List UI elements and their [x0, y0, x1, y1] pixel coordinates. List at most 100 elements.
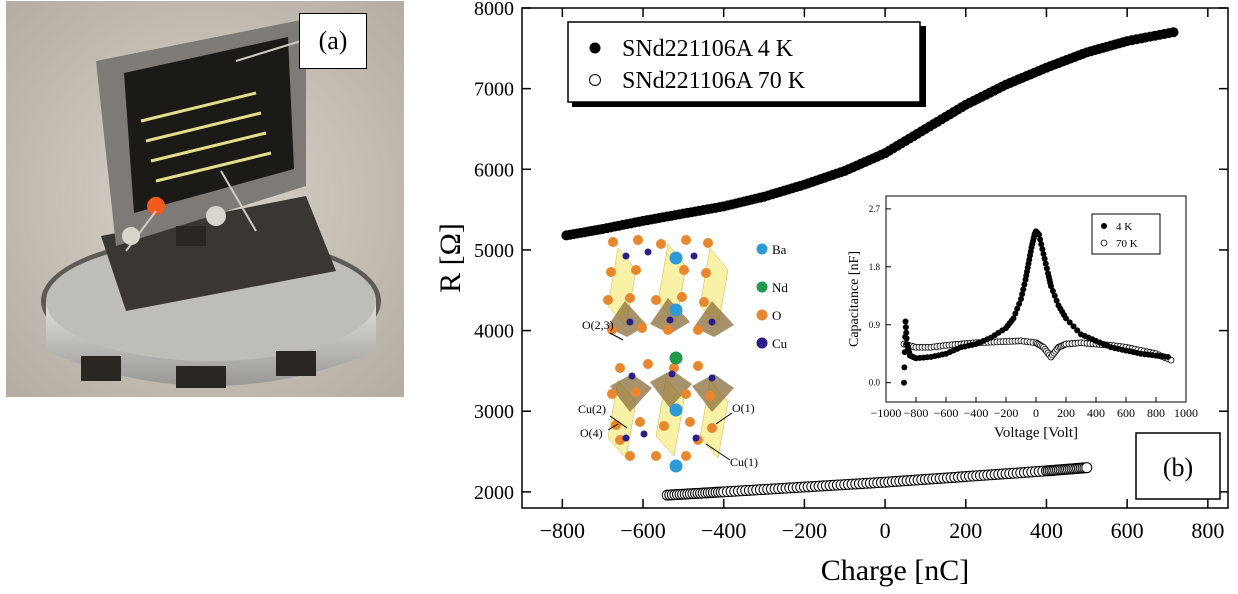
y-tick-label: 2000 — [474, 482, 514, 504]
x-tick-label: −800 — [540, 518, 585, 543]
crystal-pyramid — [694, 301, 734, 337]
y-tick-label: 4000 — [474, 321, 514, 343]
inset-point-4k — [1063, 315, 1069, 322]
atom-oxygen — [637, 323, 647, 333]
inset-x-tick-label: 0 — [1033, 406, 1039, 420]
legend-shadow-bottom — [572, 102, 926, 107]
atom-oxygen — [679, 265, 689, 275]
legend-shadow-right — [920, 26, 926, 106]
crystal-key-marker — [756, 309, 768, 321]
atom-oxygen — [607, 325, 617, 335]
inset-legend-marker-70k — [1100, 239, 1108, 247]
atom-oxygen — [681, 389, 691, 399]
crystal-pyramid — [650, 298, 690, 334]
inset-point-4k — [1019, 291, 1026, 298]
atom-barium — [669, 459, 683, 473]
inset-point-4k — [1014, 305, 1021, 312]
panel-b-label-box — [1135, 432, 1221, 500]
atom-neodymium — [669, 351, 683, 365]
inset-y-tick-label: 1.8 — [869, 262, 881, 272]
inset-point-4k — [1037, 236, 1044, 243]
inset-point-4k — [903, 329, 910, 336]
atom-oxygen — [681, 235, 691, 245]
inset-point-4k — [1021, 281, 1028, 288]
y-tick-label: 6000 — [474, 159, 514, 181]
atom-copper — [668, 370, 676, 378]
legend-marker-70k — [589, 74, 601, 86]
inset-point-4k — [1043, 265, 1050, 272]
inset-point-4k — [1049, 287, 1056, 294]
legend-marker-4k — [589, 42, 601, 54]
crystal-key-label: O — [772, 308, 781, 323]
inset-point-4k — [1042, 260, 1049, 267]
inset-point-4k — [1012, 310, 1019, 317]
atom-copper — [626, 318, 634, 326]
atom-copper — [622, 434, 630, 442]
inset-point-4k — [1053, 297, 1060, 304]
inset-point-4k — [1040, 250, 1047, 257]
x-axis-label: Charge [nC] — [821, 554, 970, 587]
inset-point-4k — [1048, 283, 1054, 290]
y-tick-label: 3000 — [474, 401, 514, 423]
inset-point-4k — [1010, 315, 1017, 322]
site-label-cu1: Cu(1) — [730, 455, 758, 469]
inset-legend-label-4k: 4 K — [1116, 221, 1132, 233]
atom-oxygen — [607, 389, 617, 399]
panel-a-label: (a) — [318, 26, 348, 55]
atom-oxygen — [608, 237, 618, 247]
atom-oxygen — [705, 391, 715, 401]
x-tick-label: 200 — [949, 518, 982, 543]
inset-x-tick-label: −200 — [994, 406, 1019, 420]
inset-x-tick-label: −400 — [964, 406, 989, 420]
inset-y-tick-label: 0.0 — [869, 378, 881, 388]
inset-point-4k — [901, 379, 907, 386]
inset-point-4k — [1051, 292, 1058, 299]
inset-legend-box — [1091, 213, 1161, 255]
crystal-pyramid — [610, 374, 652, 412]
atom-oxygen — [635, 417, 645, 427]
atom-oxygen — [603, 295, 613, 305]
legend-label-4k: SNd221106A 4 K — [622, 36, 794, 62]
site-arrow — [609, 332, 624, 341]
data-point-4k — [1168, 27, 1179, 38]
inset-point-4k — [902, 318, 909, 325]
crystal-key-label: Cu — [772, 336, 788, 351]
atom-oxygen — [651, 295, 661, 305]
site-arrow — [705, 443, 731, 461]
inset-point-4k — [1066, 319, 1073, 326]
inset-y-tick-label: 2.7 — [869, 204, 881, 214]
site-label-cu2: Cu(2) — [578, 402, 606, 416]
sample-photo: (a) — [6, 1, 404, 397]
atom-oxygen — [663, 325, 673, 335]
inset-point-4k — [1038, 241, 1045, 248]
panel-b-label: (b) — [1163, 453, 1193, 482]
atom-oxygen — [685, 417, 695, 427]
atom-oxygen — [703, 238, 713, 248]
inset-legend-label-70k: 70 K — [1116, 238, 1138, 250]
site-arrow — [609, 415, 628, 429]
inset-legend-marker-4k — [1101, 223, 1107, 229]
atom-copper — [690, 252, 698, 260]
atom-oxygen — [699, 297, 709, 307]
atom-oxygen — [631, 387, 641, 397]
inset-point-4k — [1041, 255, 1048, 262]
atom-oxygen — [631, 265, 641, 275]
inset-point-4k — [1036, 231, 1042, 238]
inset-y-axis-label: Capacitance [nF] — [847, 251, 862, 347]
inset-point-4k — [1020, 286, 1027, 293]
inset-x-tick-label: 200 — [1057, 406, 1075, 420]
inset-x-tick-label: 600 — [1117, 406, 1135, 420]
atom-barium — [669, 403, 683, 417]
chart-canvas: −800 −600 −400 −200 0 200 400 600 80020003000400… — [434, 0, 1229, 587]
atom-copper — [708, 374, 716, 382]
site-label-o4: O(4) — [580, 426, 603, 440]
atom-oxygen — [669, 363, 679, 373]
site-arrow — [607, 423, 619, 431]
legend-box — [567, 21, 921, 103]
atom-oxygen — [701, 268, 711, 278]
x-tick-label: 800 — [1191, 518, 1224, 543]
inset-x-tick-label: −600 — [934, 406, 959, 420]
atom-oxygen — [693, 361, 703, 371]
y-tick-label: 5000 — [474, 240, 514, 262]
resistance-vs-charge-chart: −800 −600 −400 −200 0 200 400 600 800 2000 3000 400… — [430, 0, 1238, 589]
